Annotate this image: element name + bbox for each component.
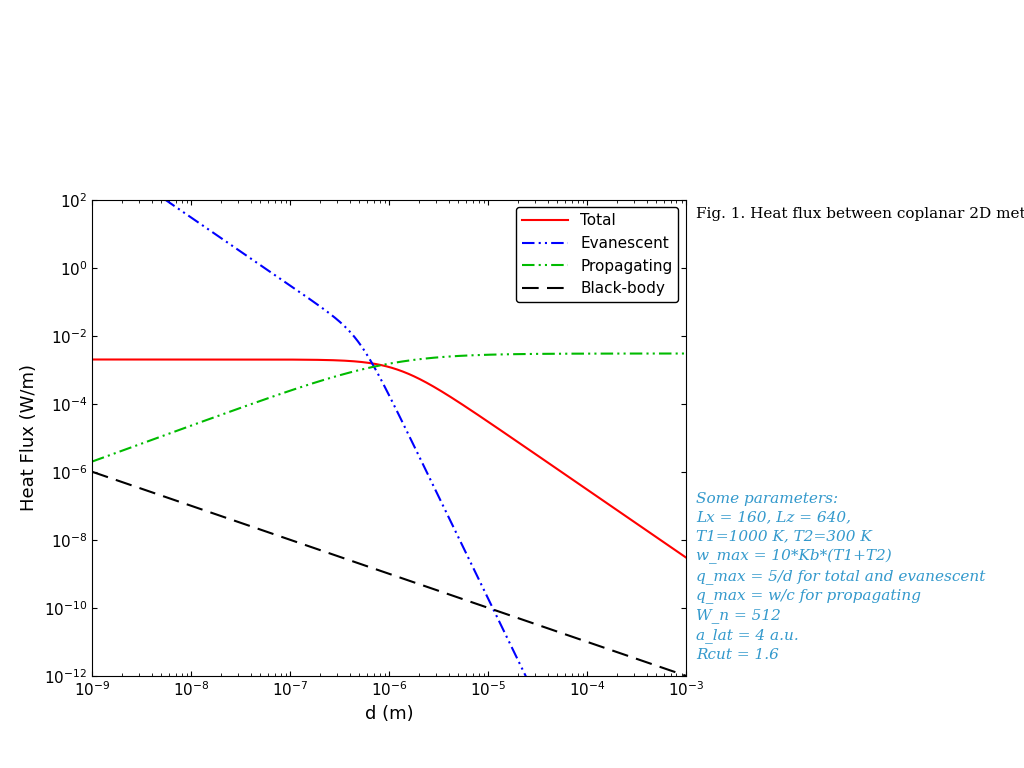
Propagating (554, 349, 566, 359)
Evanescent (117, 166, 129, 175)
Black-body (86, 467, 98, 476)
Y-axis label: Heat Flux (W/m): Heat Flux (W/m) (20, 364, 38, 511)
Black-body (680, 671, 692, 680)
Text: Fig. 1. Heat flux between coplanar 2D metals as a function of gap sizes. The mat: Fig. 1. Heat flux between coplanar 2D me… (696, 207, 1024, 221)
Total (554, 466, 566, 475)
Propagating (663, 349, 675, 358)
Line: Propagating: Propagating (92, 353, 686, 462)
Evanescent (375, 375, 387, 384)
Evanescent (359, 347, 372, 356)
Legend: Total, Evanescent, Propagating, Black-body: Total, Evanescent, Propagating, Black-bo… (516, 207, 679, 303)
Propagating (86, 457, 98, 466)
Total (663, 541, 675, 550)
X-axis label: d (m): d (m) (365, 705, 414, 723)
Line: Total: Total (92, 359, 686, 558)
Propagating (117, 446, 129, 455)
Evanescent (86, 145, 98, 154)
Black-body (375, 566, 387, 575)
Text: Some parameters:
Lx = 160, Lz = 640,
T1=1000 K, T2=300 K
w_max = 10*Kb*(T1+T2)
q: Some parameters: Lx = 160, Lz = 640, T1=… (696, 492, 986, 662)
Propagating (680, 349, 692, 358)
Black-body (117, 478, 129, 487)
Black-body (359, 561, 372, 570)
Total (375, 360, 387, 369)
Propagating (375, 361, 387, 370)
Black-body (554, 628, 566, 637)
Black-body (663, 665, 675, 674)
Propagating (663, 349, 675, 358)
Evanescent (554, 742, 566, 751)
Line: Evanescent: Evanescent (92, 150, 686, 768)
Propagating (359, 364, 372, 373)
Total (117, 355, 129, 364)
Total (359, 358, 372, 367)
Total (680, 553, 692, 562)
Black-body (663, 665, 675, 674)
Total (663, 541, 675, 551)
Line: Black-body: Black-body (92, 472, 686, 676)
Total (86, 355, 98, 364)
